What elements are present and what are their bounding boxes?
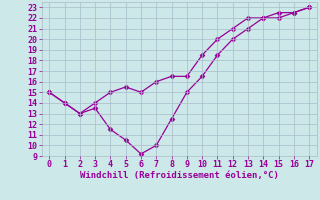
X-axis label: Windchill (Refroidissement éolien,°C): Windchill (Refroidissement éolien,°C) (80, 171, 279, 180)
